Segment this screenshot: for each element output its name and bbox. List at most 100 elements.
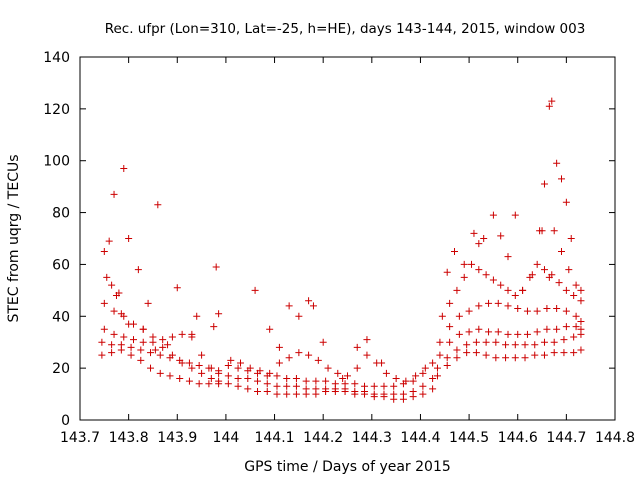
data-point: [108, 281, 116, 289]
data-point: [127, 351, 135, 359]
data-point: [485, 299, 493, 307]
data-point: [570, 292, 578, 300]
data-point: [567, 235, 575, 242]
series-sat-q: [443, 97, 575, 294]
data-point: [178, 359, 186, 367]
data-point: [159, 343, 167, 351]
data-point: [523, 330, 531, 338]
data-point: [514, 330, 522, 338]
data-point: [446, 323, 454, 331]
data-point: [572, 312, 580, 320]
data-point: [120, 164, 128, 172]
data-point: [470, 229, 478, 237]
series-sat-o: [436, 299, 585, 346]
data-point: [504, 286, 512, 294]
data-point: [112, 292, 120, 300]
data-point: [166, 372, 174, 380]
data-point: [472, 338, 480, 346]
data-point: [149, 333, 157, 341]
data-point: [492, 354, 500, 362]
data-point: [237, 359, 244, 367]
data-point: [497, 232, 505, 240]
data-point: [570, 333, 578, 341]
data-point: [110, 307, 118, 315]
data-point: [543, 305, 551, 313]
data-point: [370, 390, 378, 398]
y-tick-label: 80: [52, 206, 70, 222]
data-point: [266, 325, 274, 333]
data-point: [305, 351, 313, 359]
x-tick-label: 143.7: [60, 430, 100, 446]
chart-title: Rec. ufpr (Lon=310, Lat=-25, h=HE), days…: [105, 21, 586, 37]
series-sat-h: [224, 372, 437, 398]
data-point: [545, 273, 553, 281]
series-sat-a: [98, 346, 223, 388]
data-point: [224, 380, 232, 388]
data-point: [504, 330, 512, 338]
data-point: [446, 338, 454, 346]
data-point: [227, 356, 235, 364]
data-point: [139, 325, 147, 333]
data-point: [324, 364, 332, 372]
data-point: [254, 377, 262, 385]
data-point: [254, 387, 262, 395]
data-point: [105, 237, 113, 245]
data-point: [173, 284, 181, 292]
data-point: [215, 377, 223, 385]
data-point: [562, 286, 570, 294]
data-point: [361, 382, 369, 390]
data-point: [553, 305, 561, 313]
data-point: [351, 380, 359, 388]
data-point: [482, 338, 490, 346]
data-points: [98, 97, 585, 403]
data-point: [468, 260, 476, 268]
data-point: [110, 330, 118, 338]
data-point: [195, 380, 203, 388]
data-point: [147, 364, 155, 372]
data-point: [117, 310, 125, 318]
data-point: [540, 351, 548, 359]
data-point: [100, 325, 108, 333]
data-point: [98, 351, 106, 359]
x-tick-label: 143.9: [157, 430, 197, 446]
data-point: [511, 354, 519, 362]
data-point: [482, 271, 490, 279]
data-point: [392, 375, 400, 383]
data-point: [511, 211, 519, 219]
data-point: [533, 260, 541, 268]
series-sat-r: [538, 227, 585, 294]
data-point: [195, 362, 203, 370]
data-point: [540, 266, 548, 274]
data-point: [295, 349, 303, 357]
series-sat-d: [100, 299, 223, 385]
data-point: [565, 266, 573, 274]
data-point: [550, 227, 558, 235]
data-point: [275, 343, 283, 351]
data-point: [504, 253, 512, 261]
data-point: [443, 268, 451, 276]
x-tick-label: 144.1: [254, 430, 294, 446]
data-point: [283, 382, 291, 390]
data-point: [436, 338, 444, 346]
data-point: [572, 281, 580, 289]
data-point: [283, 375, 291, 383]
y-tick-label: 100: [43, 154, 70, 170]
data-point: [453, 354, 461, 362]
data-point: [550, 338, 558, 346]
data-point: [351, 387, 359, 395]
data-point: [273, 372, 281, 380]
data-point: [178, 330, 186, 338]
data-point: [380, 390, 388, 398]
data-point: [560, 336, 568, 344]
data-point: [472, 349, 480, 357]
data-point: [302, 377, 310, 385]
data-point: [494, 328, 502, 336]
data-point: [465, 328, 473, 336]
data-point: [380, 382, 388, 390]
data-point: [562, 323, 570, 331]
data-point: [429, 359, 437, 367]
data-point: [353, 343, 361, 351]
data-point: [399, 390, 407, 398]
x-axis-title: GPS time / Days of year 2015: [244, 459, 451, 475]
